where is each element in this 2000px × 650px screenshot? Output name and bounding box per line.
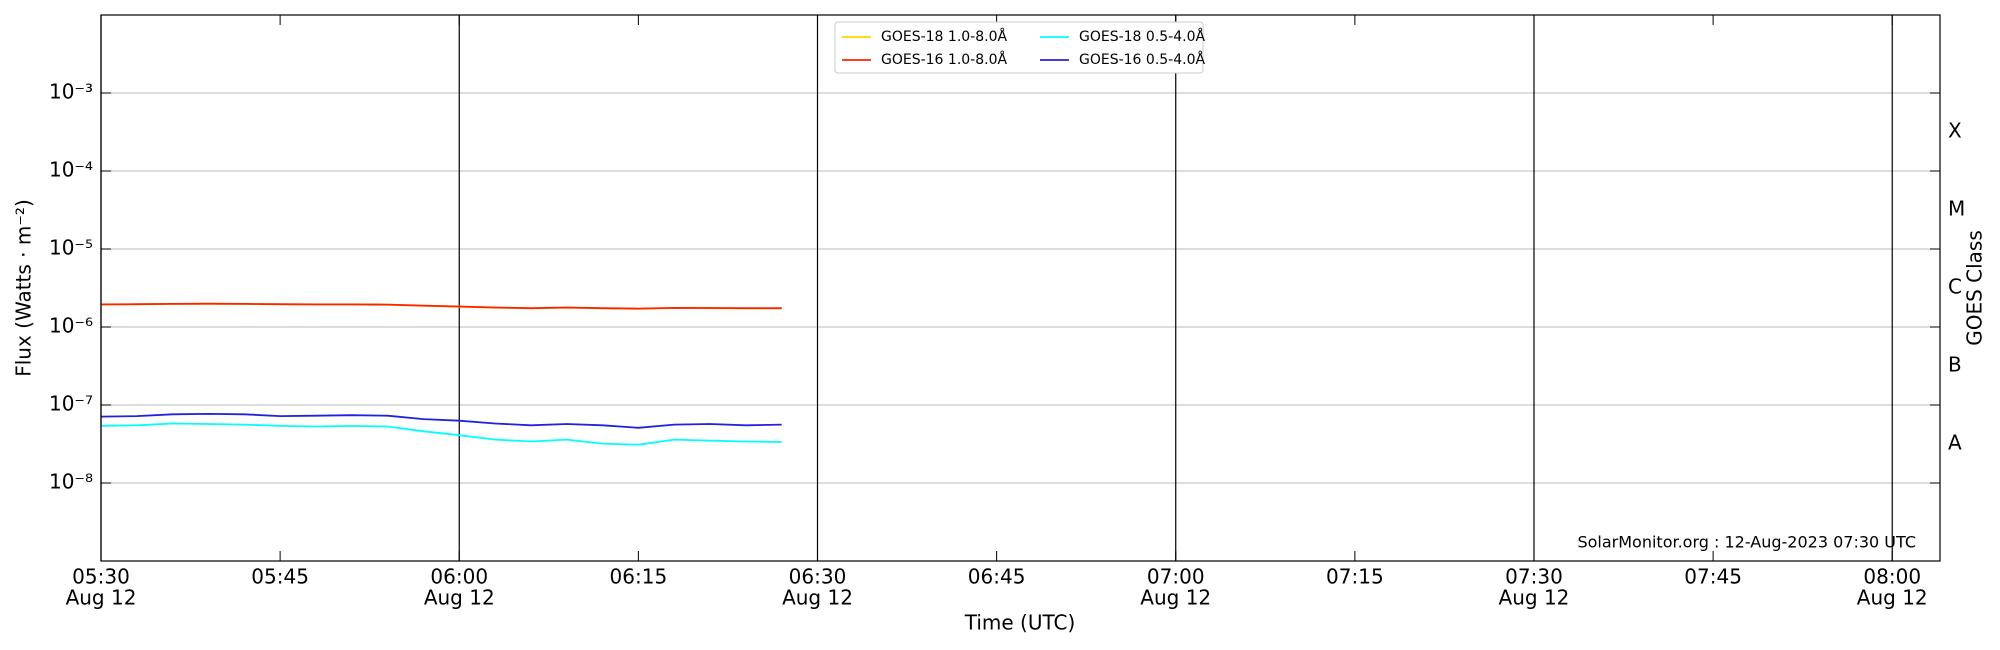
y-axis-label: Flux (Watts · m⁻²) — [12, 199, 36, 377]
x-tick-label: 07:45 — [1684, 565, 1742, 589]
x-tick-label: 07:15 — [1326, 565, 1384, 589]
x-tick-label: 07:30 — [1505, 565, 1563, 589]
x-tick-label: 06:45 — [968, 565, 1026, 589]
x-tick-label: 05:45 — [251, 565, 309, 589]
legend-label: GOES-16 0.5-4.0Å — [1079, 51, 1205, 68]
x-tick-label: 06:15 — [610, 565, 668, 589]
x-tick-date: Aug 12 — [1857, 586, 1928, 610]
x-tick-label: 08:00 — [1863, 565, 1921, 589]
y-tick-label: 10⁻⁷ — [49, 392, 93, 416]
y2-tick-label: X — [1948, 119, 1962, 143]
y-tick-label: 10⁻⁵ — [49, 236, 93, 260]
x-axis-label: Time (UTC) — [964, 611, 1076, 635]
x-tick-date: Aug 12 — [1140, 586, 1211, 610]
y-tick-label: 10⁻⁸ — [49, 470, 93, 494]
y-tick-label: 10⁻⁴ — [49, 158, 93, 182]
x-tick-label: 06:30 — [789, 565, 847, 589]
y2-tick-label: B — [1948, 353, 1962, 377]
x-tick-date: Aug 12 — [424, 586, 495, 610]
y2-axis-label: GOES Class — [1963, 230, 1987, 346]
plot-frame — [100, 14, 1941, 562]
legend-box — [834, 21, 1204, 74]
y2-tick-label: C — [1948, 275, 1962, 299]
x-tick-date: Aug 12 — [66, 586, 137, 610]
annotation: SolarMonitor.org : 12-Aug-2023 07:30 UTC — [1577, 533, 1916, 552]
y2-tick-label: A — [1948, 431, 1962, 455]
legend-label: GOES-18 1.0-8.0Å — [881, 28, 1007, 45]
x-tick-date: Aug 12 — [782, 586, 853, 610]
series-line — [100, 422, 782, 446]
series-line — [100, 412, 782, 429]
x-tick-date: Aug 12 — [1499, 586, 1570, 610]
y-tick-label: 10⁻⁶ — [49, 314, 93, 338]
y2-tick-label: M — [1948, 197, 1965, 221]
x-tick-label: 06:00 — [430, 565, 488, 589]
series-line — [100, 302, 782, 310]
legend-label: GOES-18 0.5-4.0Å — [1079, 28, 1205, 45]
y-tick-label: 10⁻³ — [49, 80, 93, 104]
legend-label: GOES-16 1.0-8.0Å — [881, 51, 1007, 68]
x-tick-label: 05:30 — [72, 565, 130, 589]
x-tick-label: 07:00 — [1147, 565, 1205, 589]
legend: GOES-18 1.0-8.0Å GOES-16 1.0-8.0Å GOES-18 … — [834, 21, 1205, 74]
